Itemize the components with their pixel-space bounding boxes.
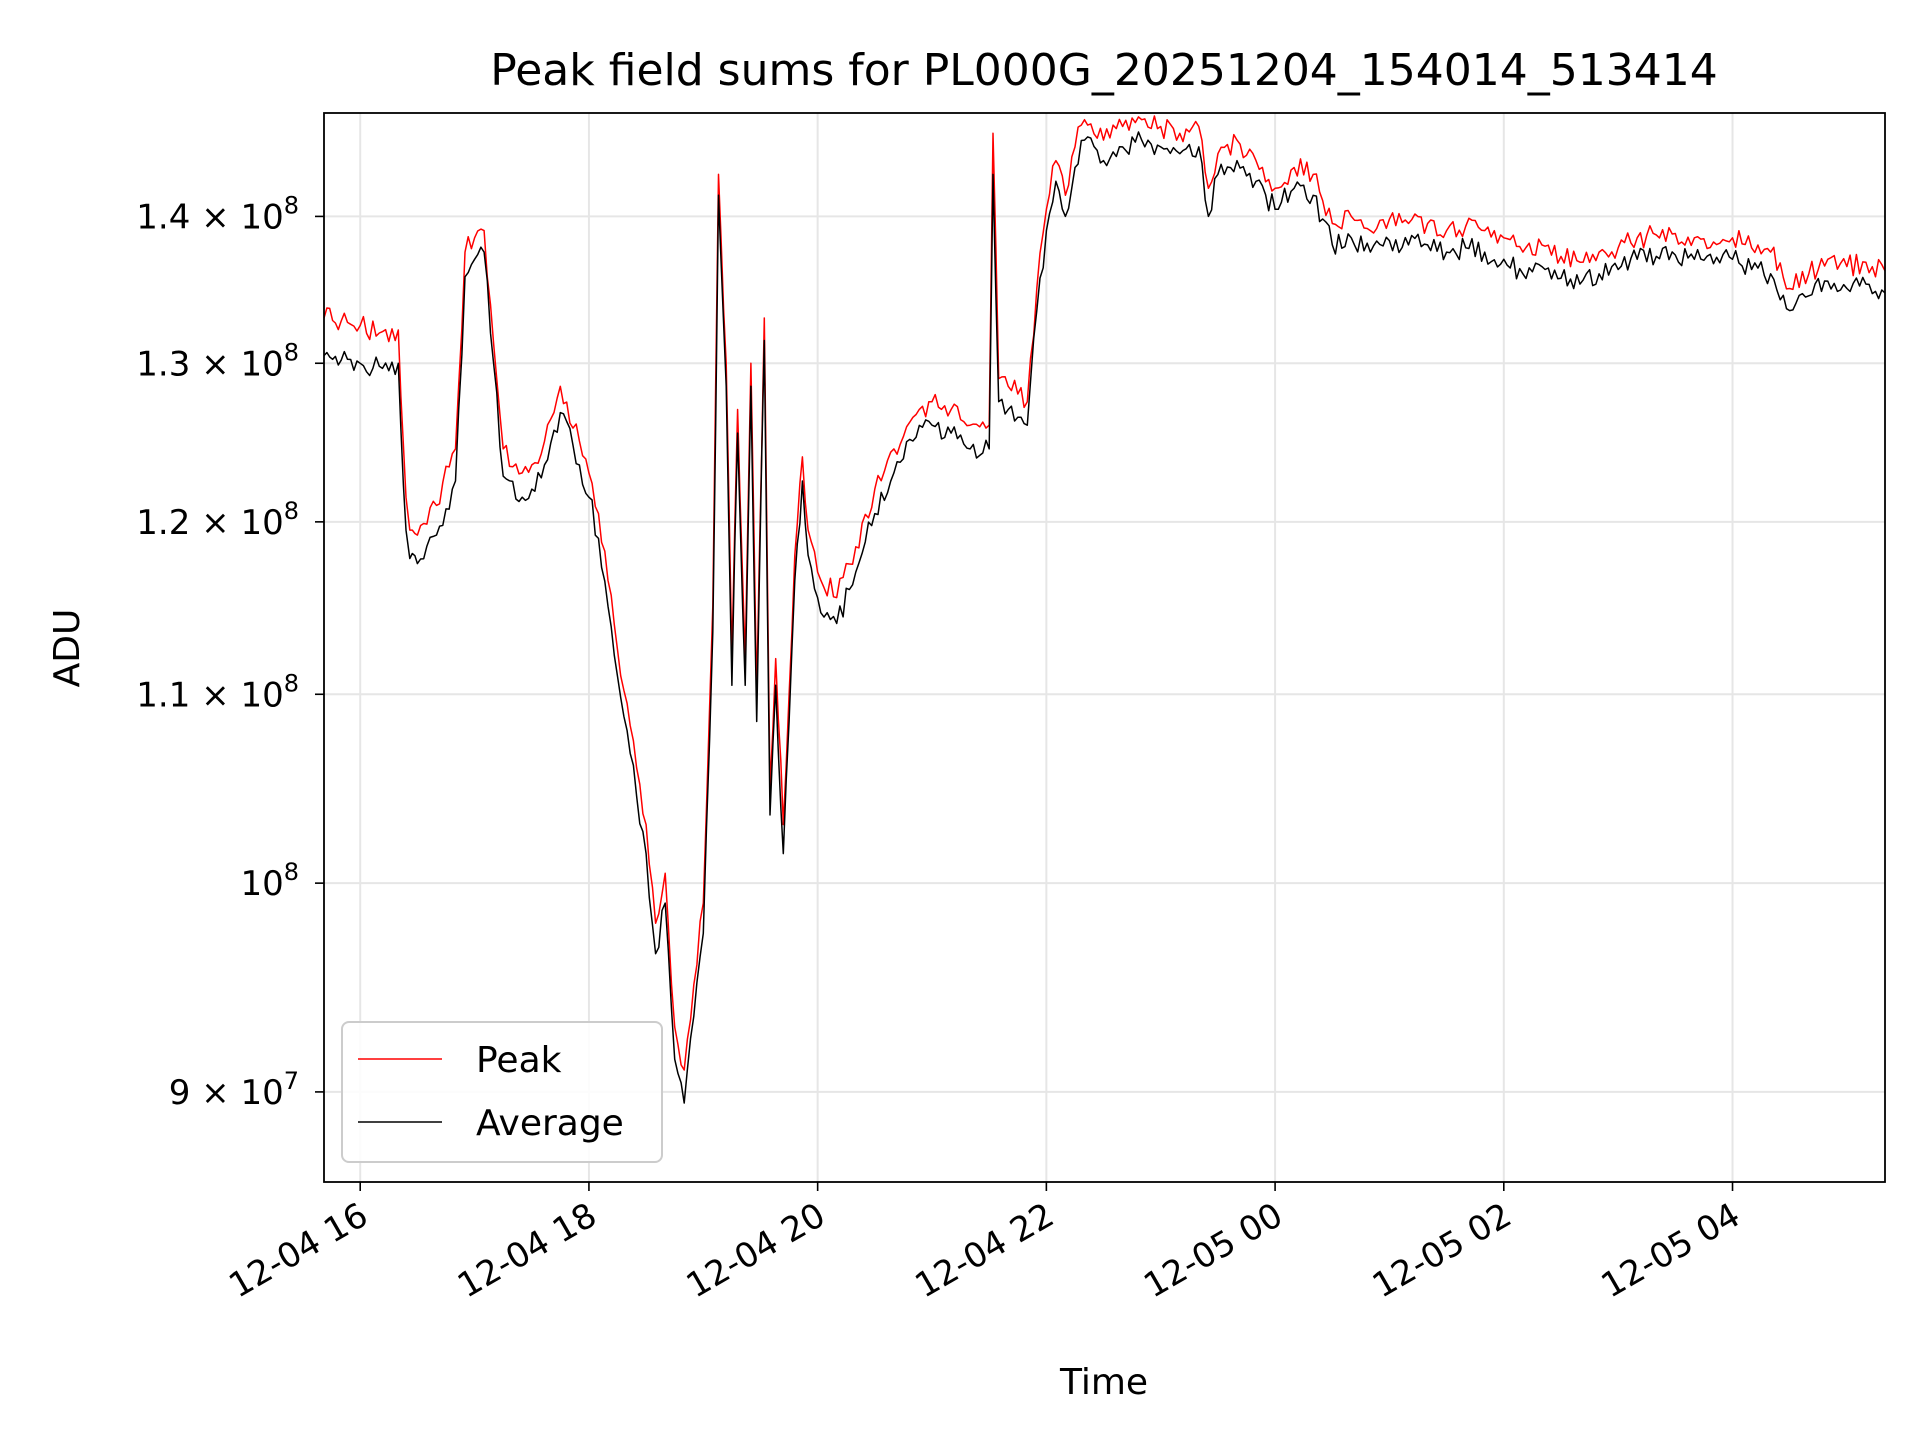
legend-box (341, 1021, 663, 1163)
chart-title: Peak field sums for PL000G_20251204_1540… (490, 45, 1717, 96)
plot-frame (323, 112, 1886, 1183)
y-axis: 9 × 107 108 1.1 × 108 1.2 × 108 1.3 × 108 1.4… (136, 191, 324, 1113)
series-line-peak (323, 115, 1886, 1071)
legend: Peak Average (341, 1021, 663, 1163)
y-tick-label: 1.2 × 108 (136, 497, 299, 543)
y-tick-label: 1.3 × 108 (136, 338, 299, 384)
y-tick-label: 108 (240, 858, 299, 904)
y-tick-label: 1.1 × 108 (136, 669, 299, 715)
legend-label-peak: Peak (476, 1040, 562, 1081)
series-line-average (323, 131, 1886, 1104)
series-layer (323, 115, 1886, 1104)
y-axis-label: ADU (47, 609, 88, 688)
y-tick-label: 9 × 107 (169, 1067, 299, 1113)
x-axis-label: Time (1059, 1362, 1148, 1403)
legend-label-average: Average (476, 1103, 624, 1144)
y-tick-label: 1.4 × 108 (136, 191, 299, 237)
